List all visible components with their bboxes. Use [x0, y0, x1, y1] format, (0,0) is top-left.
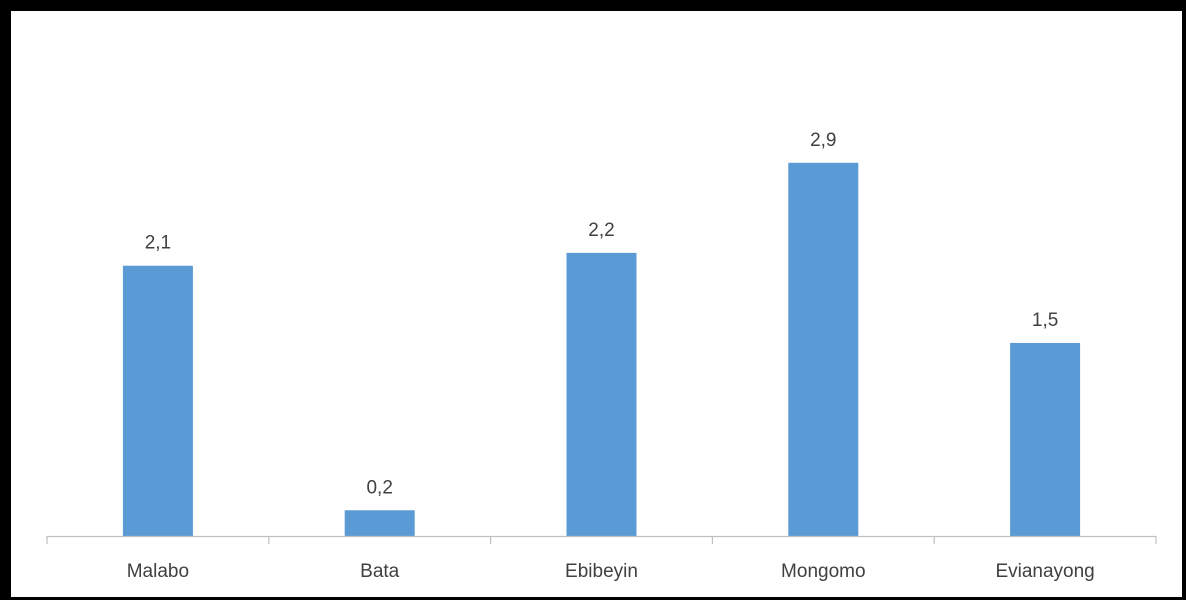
data-label-evianayong: 1,5	[1032, 310, 1058, 331]
bars-layer	[122, 162, 1081, 537]
x-tick-label-ebibeyin: Ebibeyin	[565, 561, 638, 582]
x-tick-label-malabo: Malabo	[127, 561, 189, 582]
x-tick-label-mongomo: Mongomo	[781, 561, 866, 582]
data-labels-layer: 2,1 0,2 2,2 2,9 1,5	[145, 130, 1059, 498]
bar-ebibeyin	[566, 252, 637, 537]
data-label-mongomo: 2,9	[810, 130, 836, 151]
data-label-bata: 0,2	[366, 477, 392, 498]
data-label-ebibeyin: 2,2	[588, 220, 614, 241]
bar-evianayong	[1010, 342, 1081, 536]
x-tick-labels-layer: Malabo Bata Ebibeyin Mongomo Evianayong	[127, 561, 1095, 582]
x-axis	[46, 535, 1157, 544]
x-tick-label-evianayong: Evianayong	[995, 561, 1094, 582]
x-tick-label-bata: Bata	[360, 561, 400, 582]
bar-bata	[344, 510, 415, 536]
bar-malabo	[122, 265, 193, 536]
data-label-malabo: 2,1	[145, 233, 171, 254]
bar-mongomo	[788, 162, 859, 536]
